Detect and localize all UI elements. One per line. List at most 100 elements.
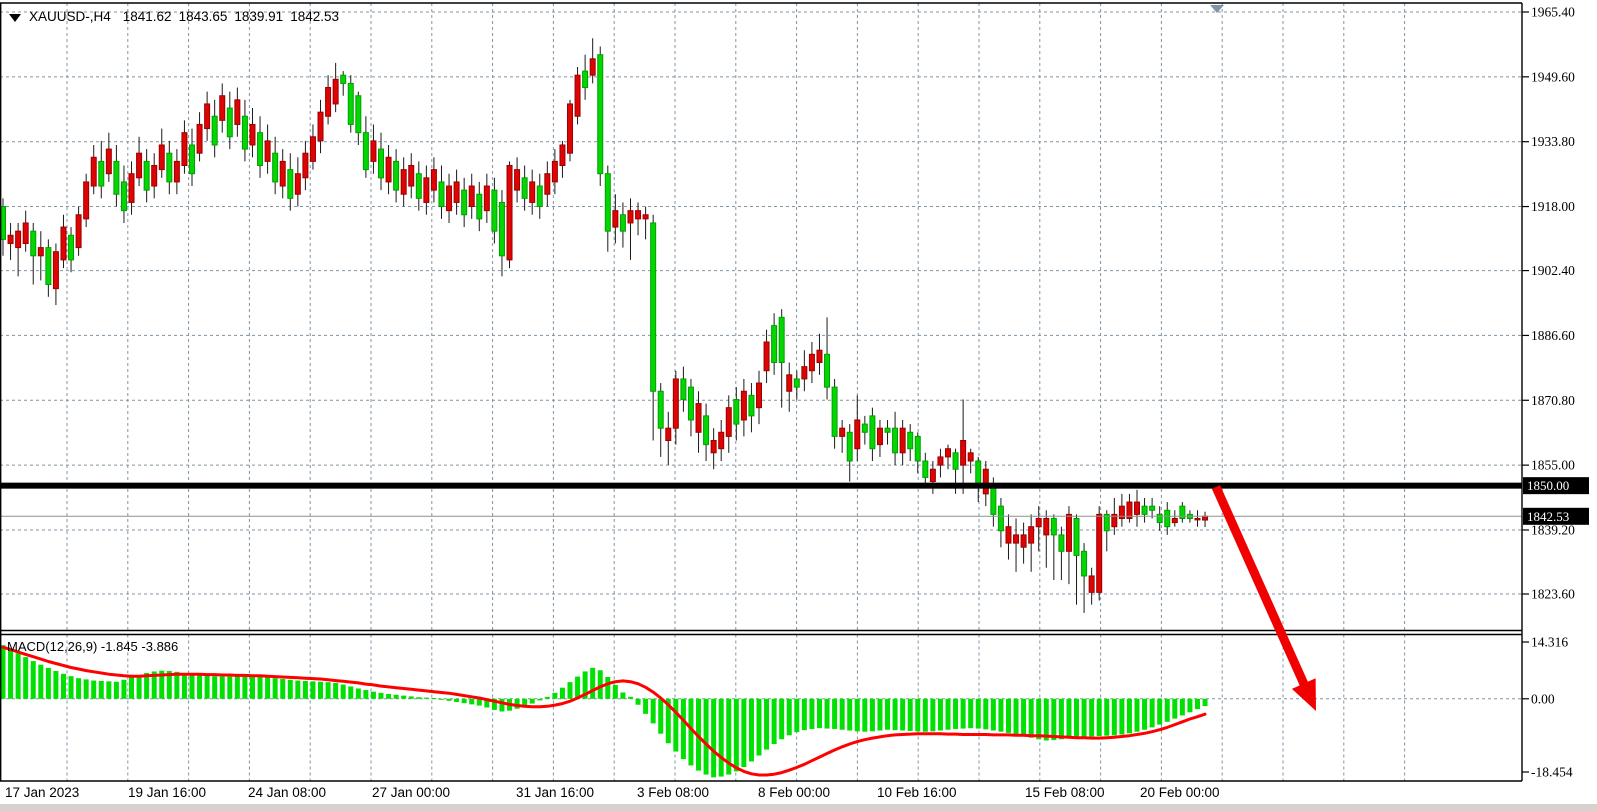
candle-body bbox=[945, 448, 951, 458]
macd-bar bbox=[129, 677, 135, 699]
candle-body bbox=[967, 452, 974, 462]
candle-body bbox=[1050, 517, 1057, 536]
bid-price-badge-text: 1842.53 bbox=[1527, 509, 1569, 524]
macd-bar bbox=[1172, 698, 1178, 719]
candle-body bbox=[1156, 513, 1163, 524]
candle-body bbox=[264, 140, 271, 162]
macd-bar bbox=[1066, 698, 1072, 739]
resistance-hline-1850[interactable] bbox=[0, 482, 1522, 489]
macd-bar bbox=[45, 667, 51, 699]
macd-bar bbox=[121, 679, 127, 699]
candle-body bbox=[506, 165, 513, 261]
candle-body bbox=[582, 70, 589, 89]
candle-body bbox=[294, 173, 301, 195]
ohlc-open: 1841.62 bbox=[122, 9, 172, 24]
candle-body bbox=[7, 234, 14, 244]
candlestick-layer bbox=[0, 38, 1209, 613]
time-axis-label: 24 Jan 08:00 bbox=[248, 785, 326, 800]
macd-bar bbox=[1005, 698, 1011, 733]
candle-body bbox=[567, 103, 573, 154]
candle-body bbox=[1111, 513, 1118, 528]
macd-bar bbox=[1028, 698, 1034, 738]
chart-header: XAUUSD-,H4 1841.62 1843.65 1839.91 1842.… bbox=[7, 9, 346, 24]
symbol-dropdown-icon[interactable] bbox=[9, 13, 21, 22]
candle-body bbox=[249, 123, 256, 146]
candle-body bbox=[1126, 501, 1133, 519]
candle-body bbox=[551, 160, 558, 183]
candle-body bbox=[438, 181, 445, 208]
price-axis-label: 1886.60 bbox=[1531, 328, 1575, 343]
candle-body bbox=[793, 378, 800, 388]
candle-body bbox=[347, 82, 354, 125]
candle-body bbox=[1043, 517, 1050, 536]
candle-body bbox=[839, 427, 846, 437]
macd-bar bbox=[635, 698, 641, 705]
candle-body bbox=[1088, 575, 1095, 593]
macd-bar bbox=[552, 692, 558, 699]
candle-body bbox=[650, 222, 657, 392]
macd-bar bbox=[590, 667, 596, 699]
trend-arrow-shaft[interactable] bbox=[1211, 485, 1311, 691]
candle-body bbox=[196, 123, 203, 154]
macd-bar bbox=[582, 671, 588, 699]
candle-body bbox=[90, 156, 97, 187]
candle-body bbox=[861, 423, 868, 433]
macd-bar bbox=[673, 698, 679, 752]
macd-bar bbox=[605, 676, 611, 699]
candle-body bbox=[408, 165, 415, 187]
candle-body bbox=[136, 152, 143, 179]
macd-bar bbox=[1081, 698, 1087, 737]
macd-bar bbox=[953, 698, 959, 729]
macd-bar bbox=[174, 671, 180, 699]
candle-body bbox=[763, 341, 770, 372]
macd-bar bbox=[144, 673, 150, 699]
macd-bar bbox=[559, 687, 565, 699]
macd-bar bbox=[491, 698, 497, 710]
macd-bar bbox=[794, 698, 800, 733]
time-axis-label: 19 Jan 16:00 bbox=[128, 785, 206, 800]
macd-bar bbox=[1089, 698, 1095, 737]
candle-body bbox=[1028, 526, 1035, 544]
macd-bar bbox=[960, 698, 966, 729]
macd-bar bbox=[333, 682, 339, 699]
candle-body bbox=[619, 214, 626, 232]
macd-bar bbox=[998, 698, 1004, 732]
candle-body bbox=[340, 74, 347, 84]
candle-body bbox=[151, 165, 158, 187]
candle-body bbox=[158, 144, 165, 171]
candle-body bbox=[1164, 509, 1171, 528]
macd-bar bbox=[318, 681, 324, 699]
time-axis-label: 10 Feb 16:00 bbox=[877, 785, 957, 800]
macd-bar bbox=[302, 680, 308, 699]
candle-body bbox=[710, 439, 717, 454]
candle-body bbox=[778, 316, 785, 364]
macd-bar bbox=[469, 698, 475, 705]
candle-body bbox=[279, 160, 286, 187]
candle-body bbox=[234, 99, 241, 125]
bid-price-badge bbox=[1523, 507, 1589, 525]
candle-body bbox=[30, 230, 37, 257]
trend-arrow-head[interactable] bbox=[1291, 678, 1316, 711]
macd-bar bbox=[975, 698, 981, 729]
candle-body bbox=[113, 160, 120, 195]
macd-bar bbox=[446, 698, 452, 701]
macd-bar bbox=[257, 676, 263, 699]
candle-body bbox=[824, 353, 831, 388]
macd-bar bbox=[597, 670, 603, 699]
macd-bar bbox=[280, 678, 286, 699]
candle-body bbox=[695, 403, 702, 433]
candle-body bbox=[1194, 517, 1201, 521]
macd-bar bbox=[68, 676, 74, 699]
candle-body bbox=[1096, 513, 1103, 593]
chart-shift-marker-icon[interactable] bbox=[1210, 5, 1224, 13]
candle-body bbox=[211, 115, 218, 146]
price-axis-label: 1933.80 bbox=[1531, 134, 1575, 149]
time-axis-label: 31 Jan 16:00 bbox=[516, 785, 594, 800]
macd-bar bbox=[756, 698, 762, 756]
macd-bar bbox=[544, 696, 550, 699]
price-axis-label: 1855.00 bbox=[1531, 458, 1575, 473]
candle-body bbox=[816, 349, 823, 364]
macd-bar bbox=[620, 692, 626, 699]
